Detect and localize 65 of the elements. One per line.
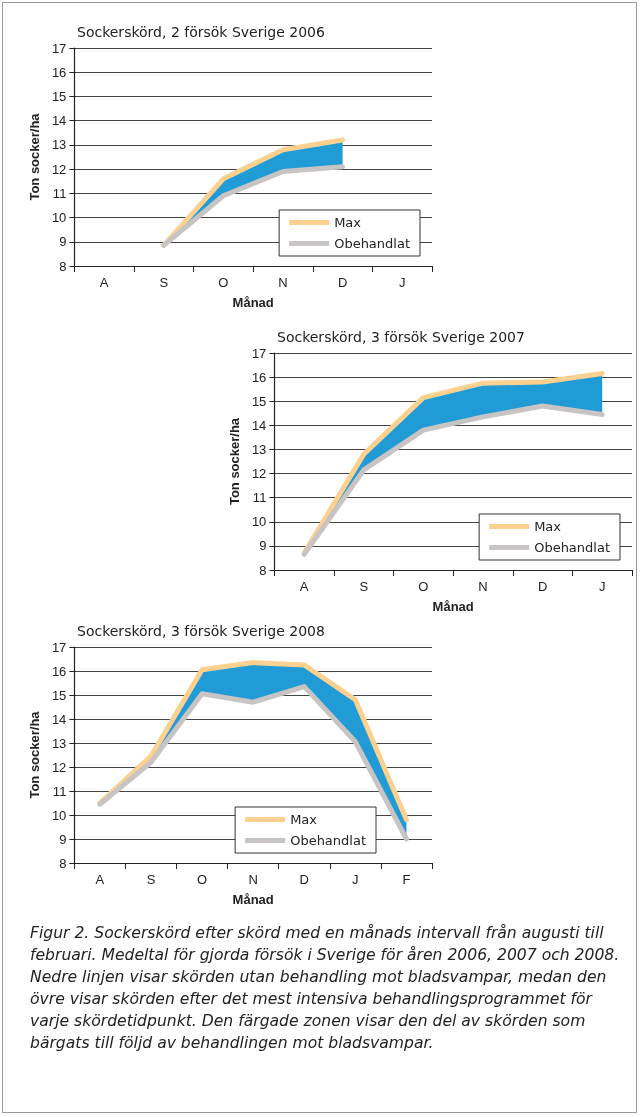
- y-tick-label: 9: [59, 831, 67, 847]
- x-tick-label: S: [146, 872, 156, 887]
- x-axis-title: Månad: [432, 599, 474, 614]
- x-tick-label: D: [337, 275, 348, 290]
- y-tick-label: 13: [251, 441, 267, 457]
- y-tick-label: 14: [251, 417, 267, 433]
- y-tick-label: 16: [251, 369, 267, 385]
- y-tick-label: 12: [51, 759, 67, 775]
- y-tick-label: 9: [259, 538, 267, 554]
- y-tick-label: 13: [51, 735, 67, 751]
- y-tick-label: 15: [51, 687, 67, 703]
- y-tick-label: 14: [51, 711, 67, 727]
- x-tick-label: A: [95, 872, 105, 887]
- y-tick-label: 9: [59, 234, 67, 250]
- x-axis-title: Månad: [232, 892, 274, 907]
- x-tick-label: S: [159, 275, 169, 290]
- y-tick-label: 14: [51, 113, 67, 129]
- legend-label: Max: [334, 215, 362, 230]
- y-tick-label: 8: [59, 258, 67, 274]
- x-tick-label: O: [218, 275, 229, 290]
- y-tick-label: 8: [59, 855, 67, 871]
- x-tick-label: A: [299, 579, 309, 594]
- y-tick-label: 10: [51, 807, 67, 823]
- x-tick-label: S: [359, 579, 369, 594]
- y-tick-label: 8: [259, 562, 267, 578]
- y-tick-label: 17: [51, 40, 67, 56]
- y-tick-label: 11: [252, 490, 267, 506]
- x-tick-label: J: [598, 579, 606, 594]
- y-axis-title: Ton socker/ha: [27, 112, 42, 201]
- chart-title: Sockerskörd, 3 försök Sverige 2007: [277, 329, 525, 345]
- text: Figur 2. Sockerskörd efter skörd med en månads intervall från augusti till februari. Medeltal för gjorda försök i Sverige för åren 2006, 2007 och 2008. Nedre linjen visar skörden utan behandling mot bladsvampar, medan den övre visar skörden efter det mest intensiva behandlingsprogrammet för varje skördetidpunkt. Den färgade zonen visar den del av skörden som bärgats till följd av behandlingen mot bladsvampar.: [30, 923, 621, 1054]
- x-tick-label: O: [197, 872, 208, 887]
- y-tick-label: 10: [251, 514, 267, 530]
- y-tick-label: 17: [251, 345, 267, 361]
- x-tick-label: A: [99, 275, 109, 290]
- x-tick-label: D: [537, 579, 548, 594]
- y-tick-label: 16: [51, 663, 67, 679]
- x-tick-label: D: [299, 872, 309, 887]
- x-tick-label: F: [402, 872, 411, 887]
- y-tick-label: 15: [251, 393, 267, 409]
- y-axis-title: Ton socker/ha: [227, 417, 242, 506]
- x-axis-title: Månad: [232, 295, 274, 310]
- chart-title: Sockerskörd, 2 försök Sverige 2006: [77, 24, 326, 40]
- legend-label: Obehandlat: [334, 236, 410, 251]
- y-tick-label: 16: [51, 64, 67, 80]
- y-tick-label: 12: [251, 466, 267, 482]
- y-tick-label: 13: [51, 137, 67, 153]
- x-tick-label: J: [398, 275, 406, 290]
- legend-label: Max: [534, 519, 562, 534]
- chart-title: Sockerskörd, 3 försök Sverige 2008: [77, 623, 325, 639]
- y-tick-label: 11: [52, 185, 67, 201]
- legend-label: Obehandlat: [534, 540, 610, 555]
- x-tick-label: N: [278, 275, 288, 290]
- y-tick-label: 17: [51, 639, 67, 655]
- y-tick-label: 15: [51, 88, 67, 104]
- y-tick-label: 12: [51, 161, 67, 177]
- y-tick-label: 11: [52, 783, 67, 799]
- x-tick-label: O: [418, 579, 429, 594]
- legend-label: Obehandlat: [290, 833, 366, 848]
- y-axis-title: Ton socker/ha: [27, 710, 42, 799]
- y-tick-label: 10: [51, 210, 67, 226]
- x-tick-label: N: [248, 872, 258, 887]
- legend-label: Max: [290, 812, 318, 827]
- x-tick-label: J: [352, 872, 359, 887]
- x-tick-label: N: [478, 579, 488, 594]
